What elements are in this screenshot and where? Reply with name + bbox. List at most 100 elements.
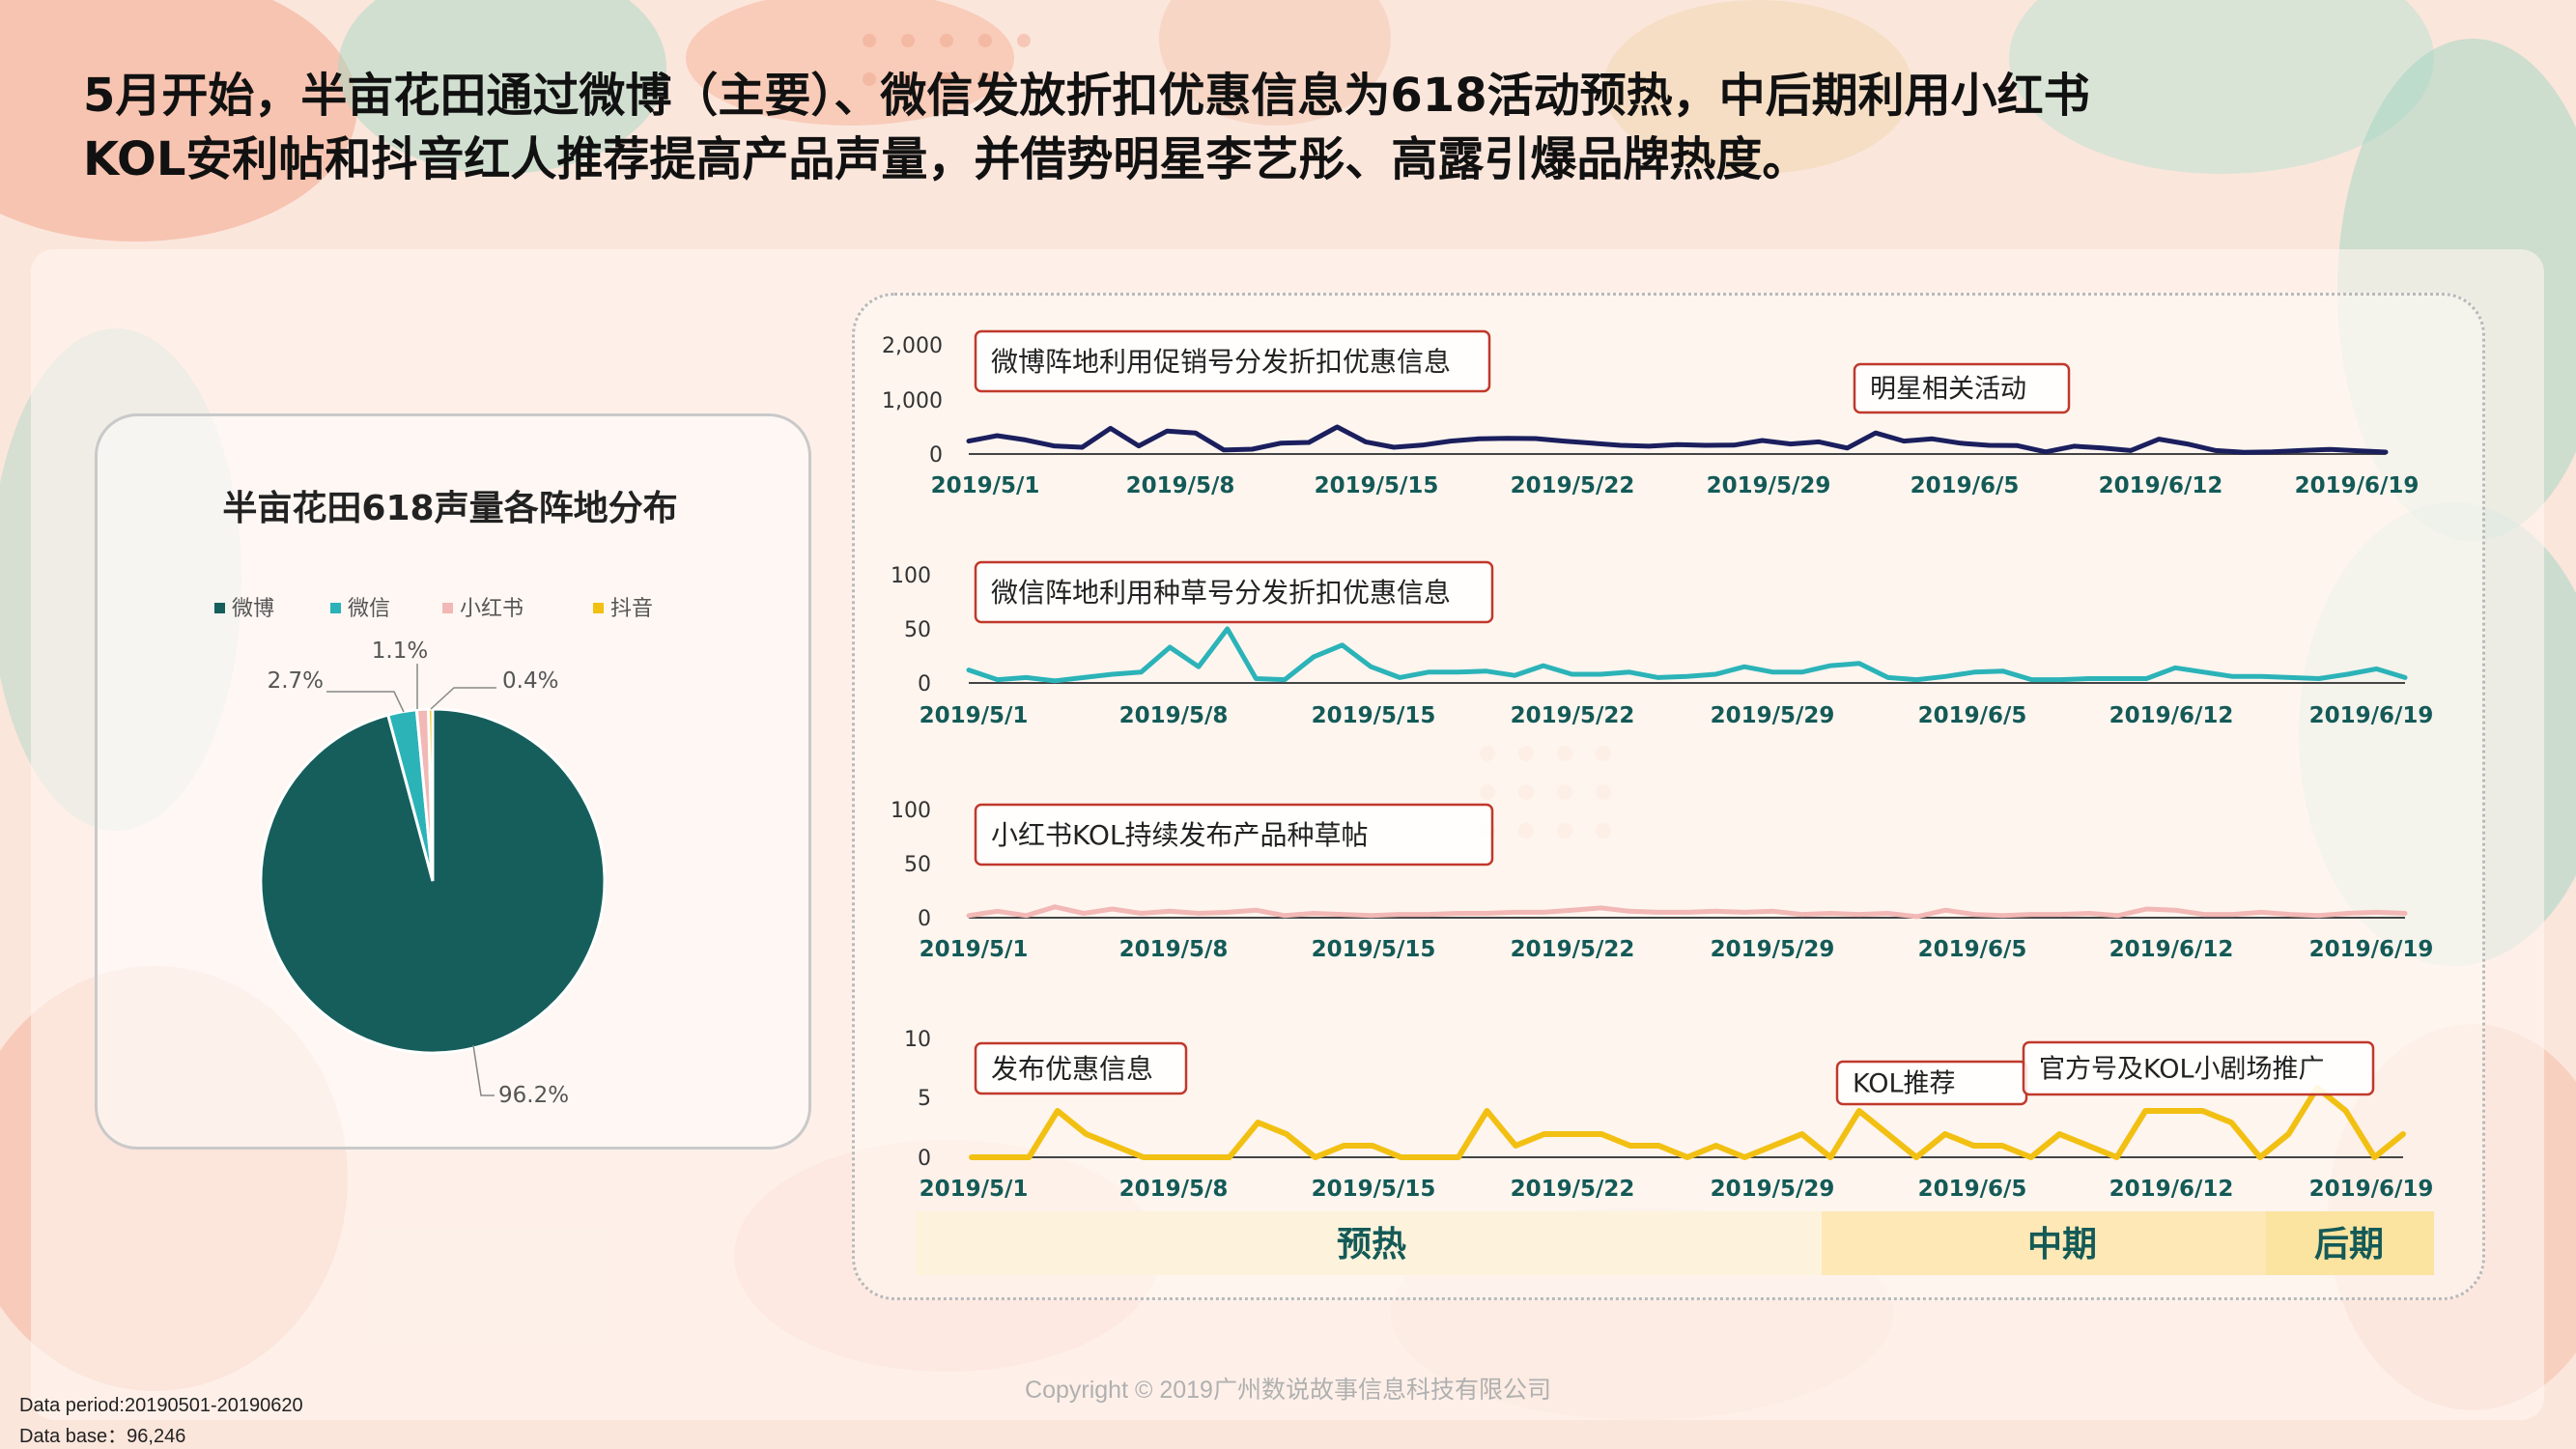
- legend-swatch-0: [214, 603, 225, 613]
- chart-2-point-15: [1398, 675, 1401, 679]
- chart-3-point-42: [2173, 908, 2177, 912]
- chart-4-point-9: [1228, 1155, 1231, 1159]
- chart-4-point-15: [1400, 1155, 1403, 1159]
- chart-4-point-23: [1628, 1144, 1632, 1148]
- chart-2-point-35: [1972, 670, 1976, 674]
- chart-3-y-tick-1: 50: [904, 853, 931, 877]
- pie-leader-3: [430, 687, 496, 710]
- chart-2-point-12: [1312, 655, 1316, 659]
- chart-3-point-47: [2317, 914, 2321, 918]
- timeline-card: [852, 293, 2485, 1300]
- chart-3-point-36: [2001, 914, 2005, 918]
- chart-1-point-16: [1420, 443, 1424, 447]
- chart-4-point-13: [1342, 1144, 1345, 1148]
- chart-4-point-48: [2344, 1109, 2348, 1113]
- chart-2-point-16: [1427, 670, 1430, 674]
- legend-label-1: 微信: [348, 597, 390, 621]
- chart-4-callout-text-1: KOL推荐: [1853, 1069, 1956, 1099]
- chart-1-point-43: [2186, 442, 2190, 446]
- chart-2-x-tick-3: 2019/5/22: [1511, 703, 1635, 728]
- chart-4-point-39: [2086, 1144, 2090, 1148]
- chart-1-y-tick-1: 1,000: [882, 389, 943, 413]
- chart-1-point-8: [1194, 431, 1198, 435]
- chart-2-point-39: [2087, 677, 2091, 680]
- chart-3-point-14: [1369, 914, 1373, 918]
- chart-1-point-24: [1647, 444, 1651, 448]
- chart-3-point-12: [1312, 912, 1316, 915]
- phase-band-0: [916, 1211, 1822, 1275]
- headline-line-2: KOL安利帖和抖音红人推荐提高产品声量，并借势明星李艺彤、高露引爆品牌热度。: [83, 132, 1809, 186]
- chart-1-point-50: [2384, 450, 2388, 454]
- pie-label-2: 1.1%: [372, 639, 428, 664]
- chart-4-point-31: [1857, 1109, 1861, 1113]
- chart-2-point-40: [2116, 677, 2120, 680]
- chart-4-point-8: [1199, 1155, 1203, 1159]
- chart-1-point-35: [1959, 441, 1963, 445]
- chart-4-y-tick-2: 0: [918, 1147, 931, 1171]
- chart-4-point-24: [1656, 1144, 1660, 1148]
- chart-4-x-tick-6: 2019/6/12: [2109, 1177, 2234, 1202]
- chart-3-point-45: [2259, 910, 2263, 914]
- chart-1-point-47: [2299, 448, 2303, 452]
- chart-2-point-23: [1628, 670, 1631, 674]
- chart-2-x-tick-1: 2019/5/8: [1119, 703, 1229, 728]
- chart-2-point-50: [2403, 675, 2407, 679]
- chart-1-point-7: [1165, 429, 1169, 433]
- chart-3-point-30: [1828, 912, 1832, 915]
- chart-1-series-line: [966, 424, 2389, 455]
- chart-4-x-tick-0: 2019/5/1: [920, 1177, 1029, 1202]
- chart-3-point-33: [1914, 915, 1918, 919]
- chart-2-point-22: [1599, 672, 1602, 676]
- chart-3-point-32: [1886, 912, 1890, 915]
- chart-1-x-tick-1: 2019/5/8: [1126, 473, 1235, 498]
- chart-2-point-28: [1771, 670, 1775, 674]
- chart-3-x-tick-1: 2019/5/8: [1119, 937, 1229, 962]
- chart-4-point-0: [970, 1155, 974, 1159]
- chart-1-point-33: [1902, 440, 1906, 443]
- chart-2-x-tick-2: 2019/5/15: [1312, 703, 1436, 728]
- chart-1-point-10: [1250, 447, 1254, 451]
- chart-3-point-43: [2202, 913, 2206, 917]
- chart-1-x-tick-6: 2019/6/12: [2099, 473, 2223, 498]
- chart-3-point-18: [1484, 912, 1487, 915]
- chart-4-point-26: [1714, 1144, 1718, 1148]
- chart-4-point-4: [1085, 1132, 1089, 1136]
- pie-label-3: 0.4%: [502, 668, 558, 694]
- chart-1-point-1: [995, 434, 999, 438]
- chart-4-callout-text-2: 官方号及KOL小剧场推广: [2039, 1055, 2325, 1085]
- chart-2-point-37: [2029, 678, 2033, 682]
- chart-1-point-36: [1987, 443, 1991, 447]
- chart-3-point-17: [1456, 912, 1459, 915]
- headline: 5月开始，半亩花田通过微博（主要）、微信发放折扣优惠信息为618活动预热，中后期…: [83, 64, 2517, 191]
- chart-3-point-6: [1139, 912, 1143, 915]
- chart-3-point-41: [2144, 907, 2148, 911]
- chart-4-point-18: [1486, 1109, 1488, 1113]
- chart-2-point-34: [1943, 674, 1947, 678]
- chart-3-point-37: [2029, 913, 2033, 917]
- chart-3-point-4: [1082, 912, 1086, 915]
- chart-3-x-tick-7: 2019/6/19: [2309, 937, 2434, 962]
- chart-2-point-33: [1914, 678, 1918, 682]
- chart-4-point-11: [1285, 1132, 1288, 1136]
- chart-4-x-tick-2: 2019/5/15: [1312, 1177, 1436, 1202]
- chart-2-point-19: [1513, 673, 1516, 677]
- chart-4-point-33: [1914, 1155, 1918, 1159]
- chart-1-callout-box-0: [974, 329, 1491, 393]
- chart-1-point-22: [1591, 441, 1594, 445]
- chart-3-x-tick-6: 2019/6/12: [2109, 937, 2234, 962]
- chart-2-x-tick-6: 2019/6/12: [2109, 703, 2234, 728]
- chart-1-point-19: [1506, 437, 1509, 440]
- chart-1-point-6: [1137, 444, 1141, 448]
- chart-2-point-2: [1025, 675, 1028, 679]
- chart-4-point-22: [1599, 1132, 1603, 1136]
- chart-2-point-3: [1053, 679, 1057, 683]
- chart-2-point-26: [1713, 672, 1717, 676]
- chart-2-point-6: [1139, 670, 1143, 674]
- chart-4-point-41: [2143, 1109, 2147, 1113]
- chart-4-point-40: [2115, 1155, 2119, 1159]
- legend-swatch-3: [593, 603, 604, 613]
- chart-3-point-25: [1685, 910, 1688, 914]
- chart-4-series-line: [969, 1085, 2406, 1160]
- chart-4-point-25: [1685, 1155, 1689, 1159]
